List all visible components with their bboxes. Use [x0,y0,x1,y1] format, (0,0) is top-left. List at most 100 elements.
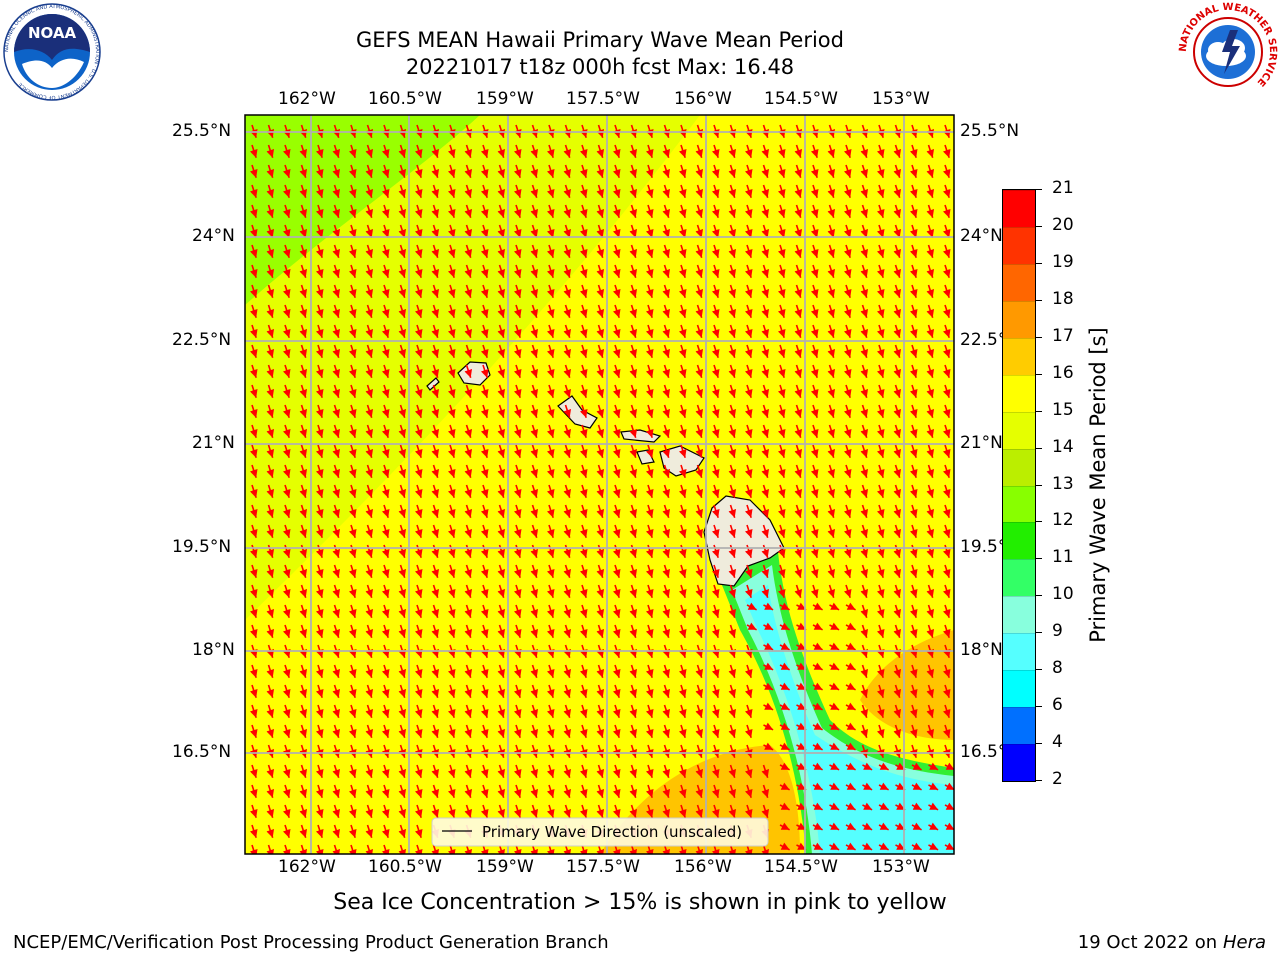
noaa-logo: NOAA NATIONAL OCEANIC AND ATMOSPHERIC AD… [3,3,101,101]
colorbar-segment [1003,707,1035,745]
colorbar-tick-mark [1036,336,1042,338]
colorbar-label: Primary Wave Mean Period [s] [1086,327,1110,643]
machine-name: Hera [1222,932,1266,953]
wave-arrow [579,444,588,459]
wave-arrow [645,464,654,479]
wave-arrow [497,144,506,159]
wave-arrow [398,284,407,299]
wave-arrow [728,444,737,459]
wave-arrow [744,144,753,159]
wave-arrow [480,244,489,259]
wave-arrow [332,324,341,339]
wave-arrow [744,344,753,359]
wave-arrow [315,184,324,199]
wave-arrow [398,164,407,179]
wave-arrow [513,284,522,299]
wave-arrow [497,484,506,499]
wave-arrow [546,204,555,219]
wave-arrow [563,364,572,379]
wave-arrow [678,224,687,239]
colorbar-tick-label: 4 [1052,732,1063,753]
wave-arrow [629,184,638,199]
wave-arrow [464,364,473,379]
wave-arrow [365,184,374,199]
wave-arrow [794,324,803,339]
wave-arrow [348,284,357,299]
wave-arrow [942,404,951,419]
wave-arrow [249,164,258,179]
wave-arrow [530,364,539,379]
wave-arrow [645,484,654,499]
wave-arrow [645,264,654,279]
lat-label-right-2: 24°N [960,226,1003,246]
wave-arrow [381,324,390,339]
wave-arrow [794,464,803,479]
wave-arrow [893,344,902,359]
wave-arrow [530,244,539,259]
wave-arrow [332,304,341,319]
wave-arrow [563,444,572,459]
wave-arrow [843,384,852,399]
colorbar-segment [1003,448,1035,486]
lon-label-top-6: 154.5°W [764,89,838,109]
credit-text: NCEP/EMC/Verification Post Processing Pr… [13,932,609,953]
colorbar-segment [1003,300,1035,338]
wave-arrow [315,324,324,339]
wave-arrow [942,224,951,239]
wave-arrow [876,324,885,339]
wave-arrow [942,464,951,479]
wave-arrow [315,144,324,159]
wave-arrow [629,224,638,239]
wave-arrow [777,344,786,359]
wave-arrow [711,184,720,199]
wave-arrow [447,244,456,259]
wave-arrow [381,384,390,399]
wave-arrow [414,444,423,459]
wave-arrow [810,364,819,379]
wave-arrow [678,244,687,259]
wave-arrow [926,384,935,399]
wave-arrow [893,444,902,459]
wave-arrow [497,464,506,479]
lon-label-bottom-2: 160.5°W [368,857,442,877]
wave-arrow [431,344,440,359]
wave-arrow [678,404,687,419]
wave-arrow [431,324,440,339]
wave-arrow [546,344,555,359]
wave-arrow [662,324,671,339]
wave-arrow [843,144,852,159]
wave-arrow [315,344,324,359]
wave-arrow [761,244,770,259]
colorbar [1002,189,1036,782]
wave-arrow [695,384,704,399]
wave-arrow [695,444,704,459]
wave-arrow [579,324,588,339]
wave-arrow [249,204,258,219]
wave-arrow [530,204,539,219]
wave-arrow [744,404,753,419]
wave-arrow [497,204,506,219]
colorbar-tick-mark [1036,484,1042,486]
wave-arrow [794,244,803,259]
wave-arrow [398,384,407,399]
wave-arrow [810,464,819,479]
wave-arrow [447,324,456,339]
wave-arrow [381,224,390,239]
colorbar-tick-label: 16 [1052,362,1074,383]
wave-arrow [563,324,572,339]
wave-arrow [431,204,440,219]
wave-arrow [860,144,869,159]
wave-arrow [447,164,456,179]
wave-arrow [761,424,770,439]
colorbar-tick-mark [1036,521,1042,523]
wave-arrow [596,384,605,399]
colorbar-tick-label: 6 [1052,695,1063,716]
wave-arrow [612,424,621,439]
wave-arrow [909,424,918,439]
wave-arrow [365,164,374,179]
wave-arrow [365,404,374,419]
wave-arrow [810,404,819,419]
wave-arrow [876,144,885,159]
wave-arrow [381,364,390,379]
wave-arrow [282,364,291,379]
